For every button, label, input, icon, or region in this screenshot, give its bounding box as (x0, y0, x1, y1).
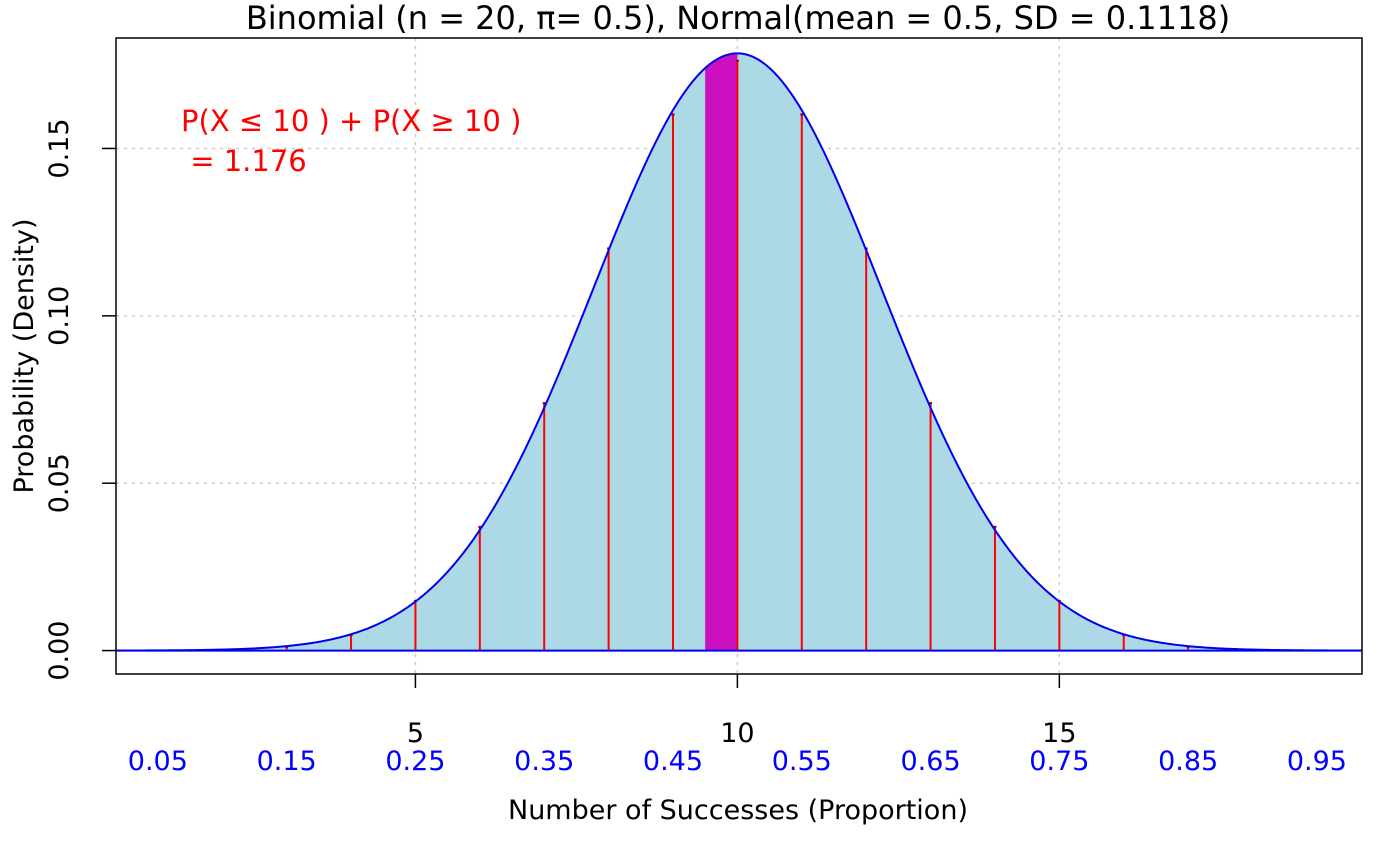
proportion-tick-label: 0.75 (1029, 746, 1089, 777)
proportion-tick-label: 0.15 (257, 746, 317, 777)
proportion-tick-label: 0.45 (643, 746, 703, 777)
proportion-tick-label: 0.65 (901, 746, 961, 777)
x-tick-label: 5 (407, 718, 424, 749)
normal-density-fill (116, 53, 1362, 651)
y-tick-label: 0.00 (44, 621, 75, 681)
binomial-spikes (156, 59, 1319, 652)
y-tick-label: 0.05 (44, 453, 75, 513)
highlight-region (705, 53, 738, 651)
probability-annotation-line2: = 1.176 (181, 144, 307, 178)
y-axis-title: Probability (Density) (9, 218, 40, 493)
x-tick-label: 15 (1042, 718, 1076, 749)
proportion-tick-label: 0.85 (1158, 746, 1218, 777)
y-tick-label: 0.10 (44, 286, 75, 346)
axes: 5 10 15 0.00 0.05 0.10 0.15 0.05 0.15 0.25 0.35 0.4… (44, 118, 1347, 777)
plot-frame (115, 37, 1363, 675)
probability-annotation-line1: P(X ≤ 10 ) + P(X ≥ 10 ) (181, 104, 521, 138)
x-axis-title: Number of Successes (Proportion) (508, 795, 968, 826)
proportion-tick-label: 0.95 (1287, 746, 1347, 777)
normal-density-curve (116, 52, 1362, 652)
proportion-tick-label: 0.05 (128, 746, 188, 777)
x-tick-label: 10 (720, 718, 754, 749)
proportion-tick-label: 0.25 (385, 746, 445, 777)
y-tick-label: 0.15 (44, 118, 75, 178)
chart-title: Binomial (n = 20, π= 0.5), Normal(mean =… (246, 0, 1230, 37)
proportion-tick-label: 0.35 (514, 746, 574, 777)
proportion-tick-label: 0.55 (772, 746, 832, 777)
